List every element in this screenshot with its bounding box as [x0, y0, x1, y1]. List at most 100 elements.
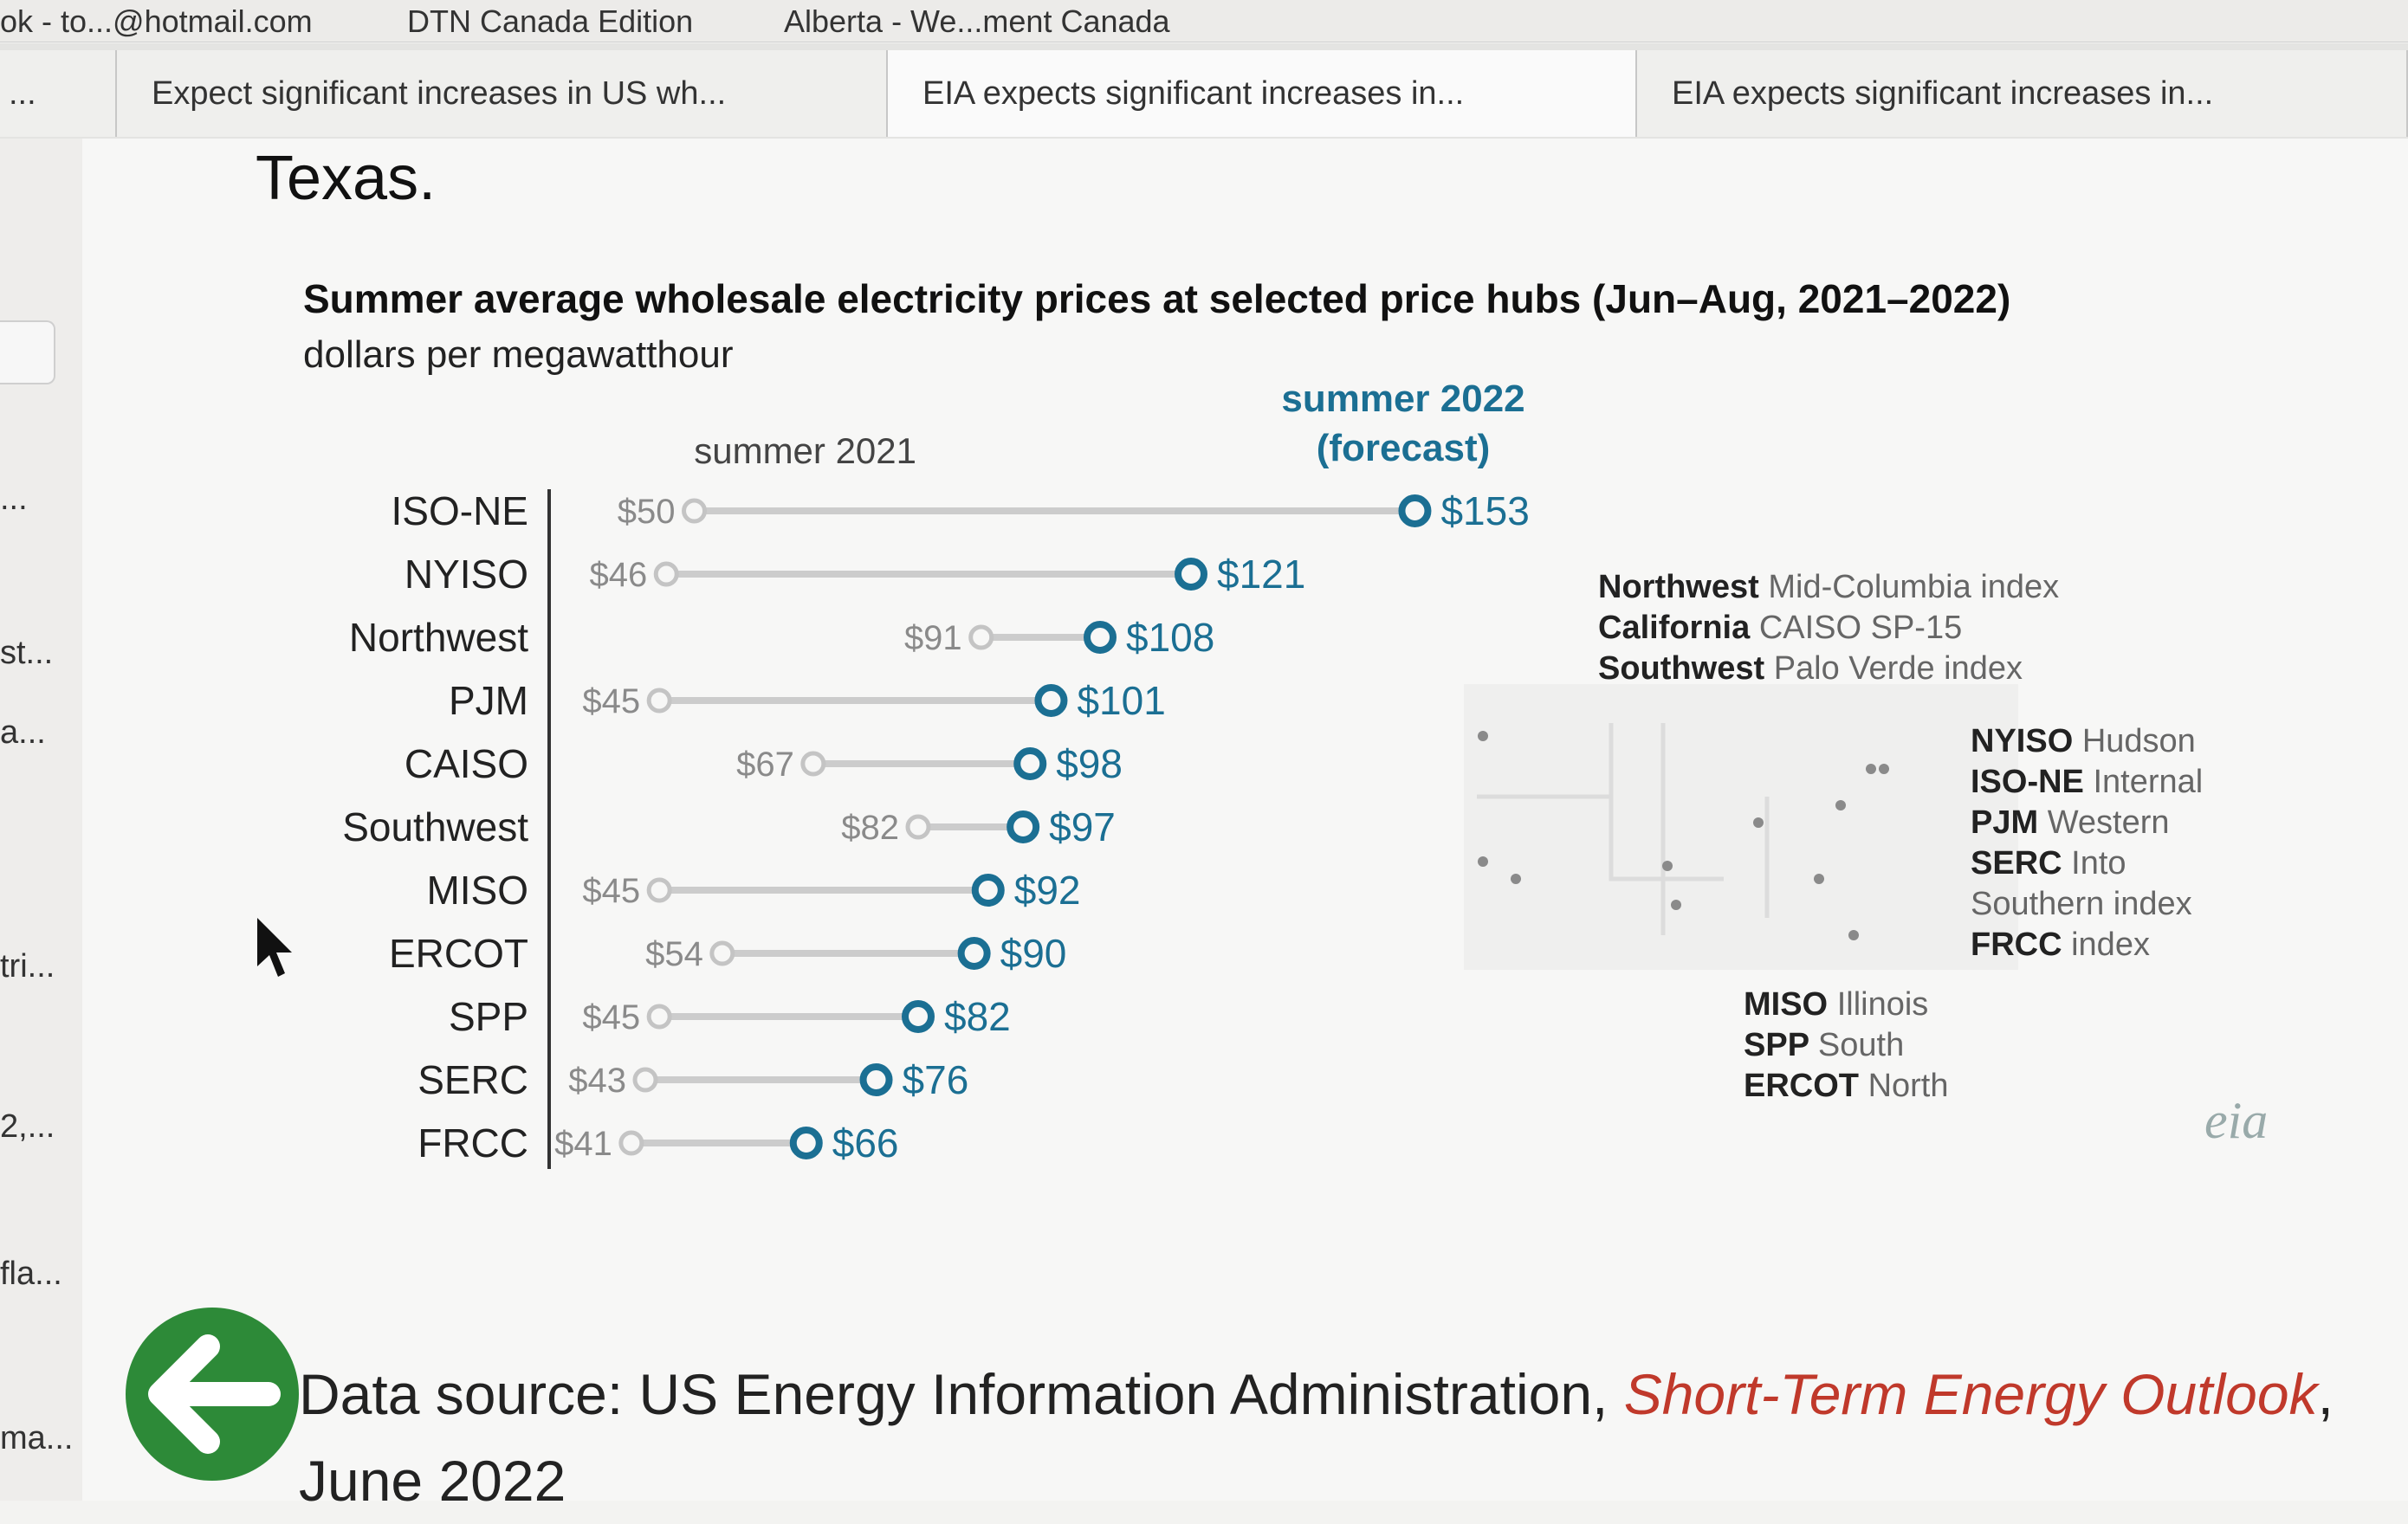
label-2022: $82: [944, 994, 1011, 1039]
bookmark-dtn[interactable]: DTN Canada Edition: [407, 3, 694, 39]
point-2021: [968, 624, 994, 650]
hub-dot: [1848, 930, 1859, 940]
legend-2022-line2: (forecast): [1317, 427, 1491, 469]
bookmark-hotmail[interactable]: ok - to...@hotmail.com: [0, 3, 313, 39]
point-2021: [646, 1004, 672, 1030]
tab-article-3[interactable]: EIA expects significant increases in...: [1637, 50, 2408, 137]
rail-item-4[interactable]: tri...: [0, 948, 55, 985]
label-2021: $50: [618, 493, 676, 531]
map-legend-east-item: ISO-NE Internal: [1971, 764, 2203, 800]
point-2022: [1175, 558, 1207, 591]
hub-dot: [1511, 874, 1521, 884]
mouse-cursor-icon: [257, 918, 292, 977]
left-rail: ... st... a... tri... 2,... fla... ma...: [0, 139, 84, 1501]
label-2022: $97: [1049, 804, 1116, 849]
map-legend-east-item: SERC Into: [1971, 845, 2126, 881]
category-label: Southwest: [342, 804, 528, 849]
label-2021: $54: [645, 935, 703, 973]
point-2021: [709, 940, 735, 966]
category-label: MISO: [426, 868, 528, 913]
article-content: [82, 139, 2408, 1501]
label-2021: $67: [736, 746, 794, 784]
label-2022: $98: [1056, 741, 1123, 786]
label-2021: $46: [589, 556, 647, 594]
point-2021: [632, 1067, 658, 1093]
map-legend-central-item: ERCOT North: [1744, 1068, 1948, 1104]
map-background: [1464, 684, 2018, 970]
label-2021: $45: [582, 682, 640, 720]
category-label: NYISO: [405, 552, 528, 597]
tab-overflow[interactable]: ...: [0, 50, 117, 137]
page-heading: Texas.: [256, 144, 437, 213]
point-2022: [1007, 810, 1040, 843]
point-2022: [902, 1000, 935, 1033]
hub-dot: [1753, 817, 1764, 828]
us-map: [1464, 684, 2018, 970]
point-2022: [1034, 684, 1068, 717]
eia-logo: eia: [2204, 1092, 2269, 1149]
bookmarks-bar: ok - to...@hotmail.com DTN Canada Editio…: [0, 0, 2408, 42]
point-2022: [1084, 621, 1117, 654]
rail-item-7[interactable]: ma...: [0, 1420, 74, 1456]
point-2022: [971, 874, 1005, 907]
point-2021: [905, 814, 931, 840]
category-label: SERC: [418, 1057, 528, 1102]
map-legend-west-item: Northwest Mid-Columbia index: [1598, 569, 2059, 605]
rail-item-3[interactable]: a...: [0, 714, 46, 751]
label-2021: $91: [904, 619, 962, 657]
hub-dot: [1866, 764, 1876, 774]
rail-item-1[interactable]: ...: [0, 481, 28, 517]
tab-strip: ... Expect significant increases in US w…: [0, 43, 2408, 139]
category-label: FRCC: [418, 1120, 528, 1166]
hub-dot: [1835, 800, 1846, 810]
rail-item-6[interactable]: fla...: [0, 1256, 62, 1292]
label-2022: $108: [1126, 615, 1214, 660]
point-2022: [789, 1127, 823, 1159]
hub-dot: [1814, 874, 1824, 884]
source-link[interactable]: Short-Term Energy Outlook: [1623, 1362, 2318, 1426]
map-legend-east-item: Southern index: [1971, 886, 2192, 922]
label-2022: $90: [1000, 931, 1067, 976]
point-2021: [618, 1130, 644, 1156]
hub-dot: [1879, 764, 1889, 774]
label-2022: $66: [832, 1120, 899, 1166]
hub-dot: [1478, 731, 1488, 741]
tab-article-1[interactable]: Expect significant increases in US wh...: [117, 50, 888, 137]
rail-toggle[interactable]: [0, 320, 55, 384]
map-legend-central-item: MISO Illinois: [1744, 986, 1928, 1023]
rail-item-2[interactable]: st...: [0, 635, 54, 671]
bookmark-alberta[interactable]: Alberta - We...ment Canada: [784, 3, 1170, 39]
label-2022: $153: [1440, 488, 1529, 533]
back-button[interactable]: [126, 1308, 299, 1481]
label-2021: $45: [582, 998, 640, 1036]
label-2022: $92: [1014, 868, 1081, 913]
source-prefix: Data source: US Energy Information Admin…: [299, 1362, 1624, 1426]
hub-dot: [1662, 861, 1673, 871]
rail-item-5[interactable]: 2,...: [0, 1108, 55, 1145]
hub-dot: [1671, 900, 1681, 910]
label-2021: $45: [582, 872, 640, 910]
map-legend-west-item: California CAISO SP-15: [1598, 610, 1962, 646]
chart-rows: ISO-NE $50 $153 NYISO $46 $121 Northwest $91 $10…: [342, 488, 1530, 1166]
map-legend-central-item: SPP South: [1744, 1027, 1904, 1063]
category-label: CAISO: [405, 741, 528, 786]
arrow-left-icon: [148, 1334, 281, 1454]
label-2021: $43: [568, 1062, 626, 1100]
map-legend-east-item: NYISO Hudson: [1971, 723, 2196, 759]
label-2022: $101: [1077, 678, 1165, 723]
map-legend: Northwest Mid-Columbia index California C…: [1598, 569, 2203, 1104]
label-2021: $41: [554, 1125, 612, 1163]
map-borders: [1477, 723, 1770, 935]
tab-article-2[interactable]: EIA expects significant increases in...: [888, 50, 1637, 137]
map-hub-dots: [1478, 731, 1889, 940]
point-2021: [800, 751, 826, 777]
legend-2021: summer 2021: [694, 430, 916, 471]
map-legend-west-item: Southwest Palo Verde index: [1598, 650, 2023, 687]
label-2022: $121: [1217, 552, 1305, 597]
label-2021: $82: [841, 809, 899, 847]
data-source: Data source: US Energy Information Admin…: [299, 1351, 2378, 1524]
point-2021: [646, 877, 672, 903]
category-label: ERCOT: [389, 931, 528, 976]
point-2021: [682, 498, 708, 524]
label-2022: $76: [903, 1057, 969, 1102]
